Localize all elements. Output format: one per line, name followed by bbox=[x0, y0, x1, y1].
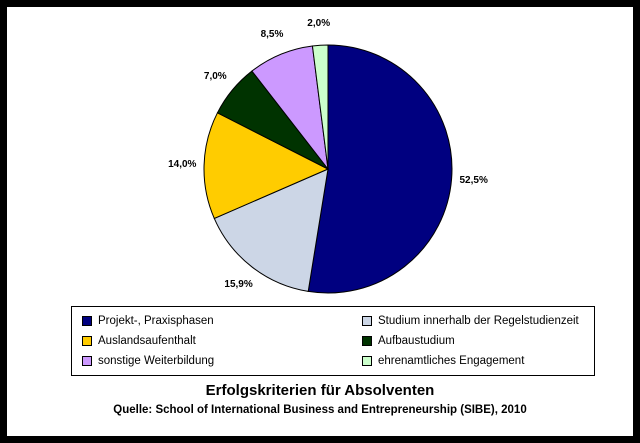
slice-value-label: 15,9% bbox=[224, 278, 253, 290]
legend-item: Aufbaustudium bbox=[362, 335, 455, 347]
legend-swatch bbox=[362, 316, 372, 326]
legend-swatch bbox=[362, 356, 372, 366]
legend-swatch bbox=[362, 336, 372, 346]
legend-item: Projekt-, Praxisphasen bbox=[82, 315, 214, 327]
slice-value-label: 52,5% bbox=[459, 175, 488, 187]
legend: Projekt-, Praxisphasen Studium innerhalb … bbox=[71, 306, 595, 376]
chart-frame: 52,5% 15,9% 14,0% 7,0% 8,5% 2,0% Projekt-, Pr… bbox=[7, 7, 633, 436]
legend-swatch bbox=[82, 356, 92, 366]
legend-label: Auslandsaufenthalt bbox=[98, 335, 196, 347]
legend-swatch bbox=[82, 336, 92, 346]
legend-swatch bbox=[82, 316, 92, 326]
pie-slice-1 bbox=[213, 168, 329, 292]
chart-title: Erfolgskriterien für Absolventen bbox=[205, 382, 435, 399]
pie-slice-2 bbox=[203, 112, 330, 220]
legend-label: Projekt-, Praxisphasen bbox=[98, 315, 214, 327]
legend-label: Studium innerhalb der Regelstudienzeit bbox=[378, 315, 579, 327]
legend-item: ehrenamtliches Engagement bbox=[362, 355, 524, 367]
legend-item: Auslandsaufenthalt bbox=[82, 335, 196, 347]
legend-item: sonstige Weiterbildung bbox=[82, 355, 214, 367]
pie-slice-5 bbox=[311, 44, 329, 170]
pie-slice-0 bbox=[307, 44, 453, 294]
legend-item: Studium innerhalb der Regelstudienzeit bbox=[362, 315, 579, 327]
slice-value-label: 14,0% bbox=[168, 159, 197, 171]
legend-label: sonstige Weiterbildung bbox=[98, 355, 215, 367]
legend-label: ehrenamtliches Engagement bbox=[378, 355, 525, 367]
slice-value-label: 7,0% bbox=[203, 70, 227, 82]
pie-chart bbox=[203, 44, 453, 294]
slice-value-label: 8,5% bbox=[260, 28, 284, 40]
legend-label: Aufbaustudium bbox=[378, 335, 455, 347]
chart-source: Quelle: School of International Business… bbox=[113, 404, 527, 416]
slice-value-label: 2,0% bbox=[307, 17, 331, 29]
